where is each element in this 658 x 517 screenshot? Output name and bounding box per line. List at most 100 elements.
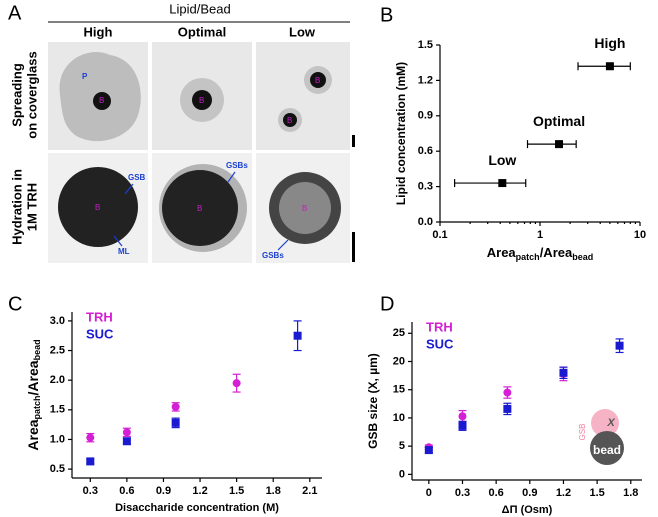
row-label-line: Hydration in — [9, 169, 24, 245]
annotation: B — [287, 116, 292, 125]
image — [256, 42, 350, 150]
x-tick-label: 1.8 — [623, 487, 638, 499]
y-tick-label: 0.5 — [50, 463, 65, 475]
panel-label: B — [380, 4, 393, 26]
arrow — [113, 235, 123, 247]
point-label: Optimal — [533, 113, 585, 129]
axis-label-part: patch — [516, 252, 540, 262]
y-tick-label: 2.0 — [50, 374, 65, 386]
scale-bar — [352, 232, 355, 262]
annotation: GSBs — [226, 161, 248, 170]
legend-entry: TRH — [86, 309, 113, 324]
x-tick-label: 1.2 — [556, 487, 571, 499]
legend-entry: SUC — [86, 326, 114, 341]
inset-bead — [590, 431, 624, 465]
micrographs — [48, 42, 355, 263]
x-tick-label: 1.8 — [266, 485, 281, 497]
y-tick-label: 5 — [399, 440, 405, 452]
point — [424, 446, 433, 455]
inset-label: GSB — [578, 424, 587, 441]
point — [615, 341, 624, 350]
panel-label: C — [8, 293, 22, 315]
axis-label: Areapatch/Areabead — [487, 245, 593, 262]
axis-label: Disaccharide concentration (M) — [115, 502, 279, 514]
x-tick-label: 0 — [426, 487, 432, 499]
x-tick-label: 1.5 — [229, 485, 244, 497]
y-tick-label: 3.0 — [50, 315, 65, 327]
row-label: Hydration in 1M TRH — [9, 169, 39, 245]
bead — [192, 90, 212, 110]
row-label-line: 1M TRH — [24, 183, 39, 231]
error-bar — [526, 140, 577, 149]
x-tick-label: 0.3 — [455, 487, 470, 499]
y-tick-label: 1.5 — [50, 404, 65, 416]
row-label-line: Spreading — [9, 63, 24, 127]
point — [559, 368, 568, 377]
annotation: B — [315, 76, 320, 85]
axis-label: ΔΠ (Osm) — [502, 504, 553, 516]
x-tick-label: 0.1 — [432, 229, 447, 241]
arrow — [124, 183, 134, 195]
annotation: ML — [118, 247, 130, 256]
annotation: B — [197, 204, 202, 213]
y-tick-label: 2.5 — [50, 344, 65, 356]
point-label: Low — [488, 152, 516, 168]
point-label: High — [594, 35, 625, 51]
header: Lipid/Bead — [169, 1, 230, 16]
x-tick-label: 1.2 — [192, 485, 207, 497]
point — [503, 388, 512, 397]
legend-entry: TRH — [426, 319, 453, 334]
y-tick-label: 1.2 — [418, 74, 433, 86]
panel-label: D — [380, 293, 394, 315]
bead — [93, 92, 111, 110]
column-label: High — [84, 24, 113, 39]
point — [86, 457, 95, 466]
y-tick-label: 10 — [393, 412, 405, 424]
axis-label: Lipid concentration (mM) — [394, 62, 408, 205]
y-tick-label: 1.0 — [50, 433, 65, 445]
panel-label: A — [8, 2, 22, 24]
inset-gsb — [591, 409, 619, 437]
point — [86, 433, 95, 442]
x-tick-label: 2.1 — [302, 485, 317, 497]
x-tick-label: 0.6 — [488, 487, 503, 499]
axis-label-part: Area — [25, 419, 41, 450]
inset-label: X — [606, 417, 615, 429]
column-label: Low — [289, 24, 316, 39]
y-tick-label: 0.9 — [418, 110, 433, 122]
axis-label-part: bead — [32, 339, 42, 360]
bead-core — [279, 182, 331, 234]
inset-label: bead — [593, 443, 621, 457]
bead — [310, 72, 326, 88]
x-tick-label: 0.3 — [83, 485, 98, 497]
annotation: GSBs — [262, 251, 284, 260]
axis-label-part: patch — [32, 395, 42, 419]
bead — [283, 113, 297, 127]
point — [122, 437, 131, 446]
x-tick-label: 0.6 — [119, 485, 134, 497]
x-tick-label: 1.5 — [589, 487, 604, 499]
x-tick-label: 1 — [537, 229, 543, 241]
x-tick-label: 0.9 — [156, 485, 171, 497]
annotation: B — [199, 96, 204, 105]
point — [122, 428, 131, 437]
row-label: Spreading on coverglass — [9, 51, 39, 138]
axis-label-part: Area — [487, 245, 517, 260]
point — [171, 418, 180, 427]
y-tick-label: 0.3 — [418, 181, 433, 193]
point — [503, 404, 512, 413]
column-label: Optimal — [178, 24, 226, 39]
y-tick-label: 0.0 — [418, 216, 433, 228]
y-tick-label: 15 — [393, 384, 405, 396]
arrows — [113, 171, 289, 251]
arrow — [227, 171, 236, 183]
point — [555, 140, 564, 149]
inset: GSB bead X — [578, 409, 624, 465]
error-bar — [454, 179, 527, 188]
scale-bar — [352, 135, 355, 147]
axis-label: GSB size (X, µm) — [366, 353, 380, 449]
axis-label-part: /Area — [25, 360, 41, 395]
arrow — [277, 239, 289, 251]
y-tick-label: 25 — [393, 327, 405, 339]
